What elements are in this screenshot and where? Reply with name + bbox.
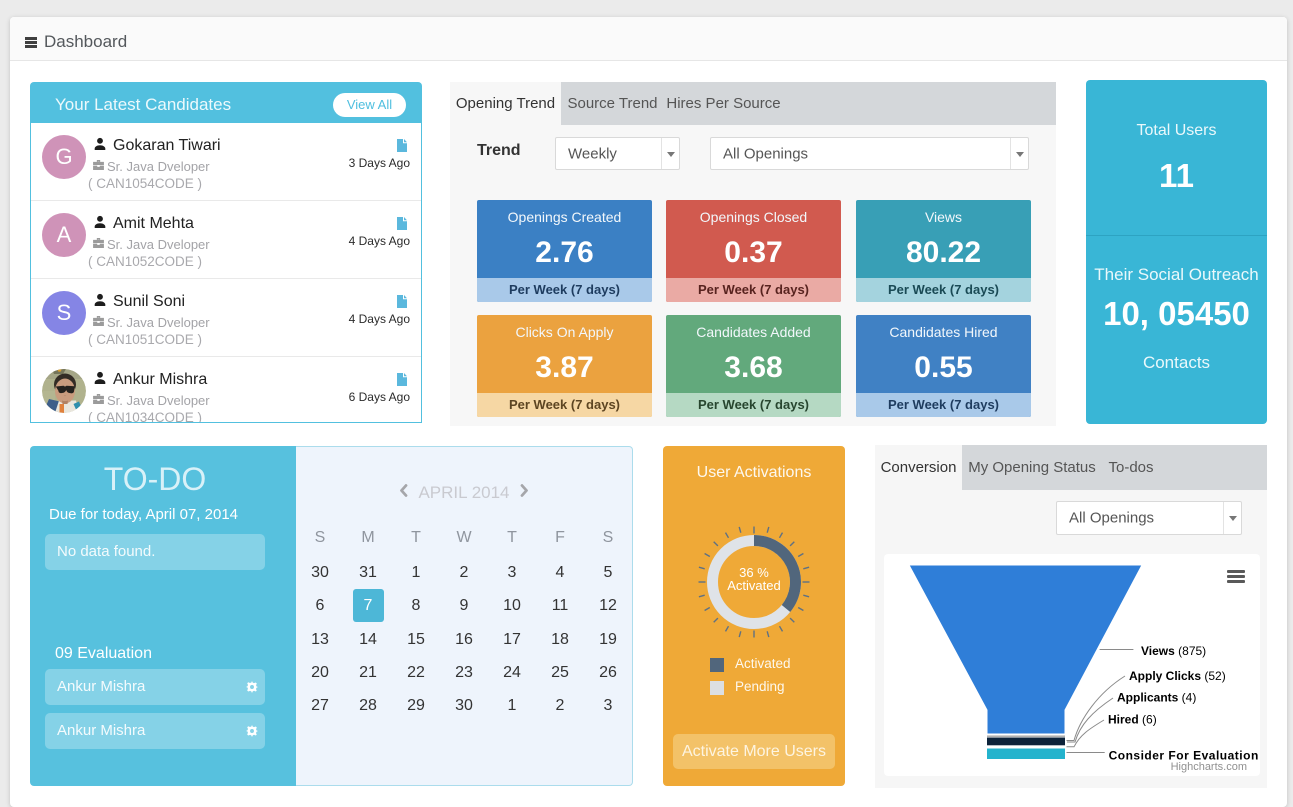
svg-text:Apply Clicks (52): Apply Clicks (52) — [1129, 669, 1226, 683]
svg-text:Views (875): Views (875) — [1141, 644, 1206, 658]
svg-text:Consider For Evaluation: Consider For Evaluation — [1109, 749, 1259, 763]
svg-text:Highcharts.com: Highcharts.com — [1171, 761, 1247, 773]
svg-text:Hired (6): Hired (6) — [1108, 713, 1157, 727]
svg-text:Applicants (4): Applicants (4) — [1117, 691, 1196, 705]
